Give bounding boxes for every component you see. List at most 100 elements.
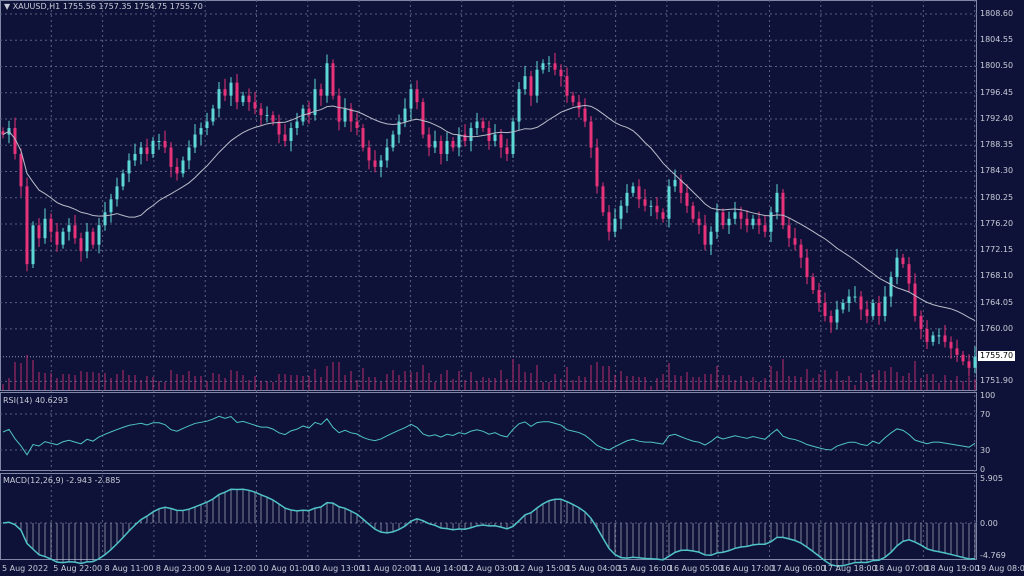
candle-body (949, 341, 953, 349)
candle-body (49, 218, 53, 232)
candle-body (271, 115, 275, 122)
candle-body (955, 348, 959, 355)
time-axis-label: 18 Aug 19:00 (925, 564, 980, 573)
time-axis-label: 8 Aug 11:00 (104, 564, 154, 573)
price-axis-label: 1804.55 (980, 35, 1014, 45)
candle-body (391, 134, 395, 148)
candle-body (307, 108, 311, 116)
price-axis-label: 1808.60 (980, 9, 1014, 18)
triangle-down-icon[interactable]: ▼ (4, 2, 11, 11)
candle-body (709, 231, 713, 245)
candle-body (667, 186, 671, 219)
rsi-level-label: 0 (980, 465, 986, 474)
time-axis-label: 19 Aug 08:00 (976, 564, 1024, 573)
macd-level-label: 5.905 (980, 474, 1003, 483)
candle-body (343, 108, 347, 122)
candle-body (571, 95, 575, 103)
candle-body (529, 76, 533, 96)
ohlc-close: 1755.70 (169, 2, 203, 11)
candle-body (649, 205, 653, 207)
candle-body (619, 205, 623, 219)
ohlc-high: 1757.35 (98, 2, 132, 11)
candle-body (565, 76, 569, 96)
candle-body (247, 95, 251, 103)
time-axis-label: 16 Aug 17:00 (720, 564, 775, 573)
candle-body (169, 147, 173, 167)
candle-body (829, 315, 833, 323)
candle-body (511, 121, 515, 154)
candle-body (595, 147, 599, 187)
candle-body (499, 134, 503, 148)
symbol-header: ▼ XAUUSD,H1 1755.56 1757.35 1754.75 1755… (4, 2, 203, 11)
candle-body (787, 225, 791, 239)
candle-body (481, 121, 485, 129)
candle-body (349, 108, 353, 122)
candle-body (187, 147, 191, 161)
candle-body (799, 244, 803, 258)
candle-body (277, 121, 281, 135)
candle-body (379, 160, 383, 167)
candle-body (517, 89, 521, 122)
candle-body (235, 82, 239, 103)
candle-body (691, 205, 695, 219)
candle-body (265, 115, 269, 117)
macd-signal-line (2, 488, 976, 567)
candle-body (757, 218, 761, 226)
candle-body (637, 186, 641, 200)
time-axis-label: 5 Aug 22:00 (53, 564, 103, 573)
candle-body (655, 205, 659, 213)
candle-body (931, 335, 935, 342)
macd-label: MACD(12,26,9) -2.943 -2.885 (3, 476, 121, 485)
price-axis-label: 1788.35 (980, 140, 1014, 150)
candle-body (703, 225, 707, 245)
candle-body (889, 277, 893, 297)
candle-body (727, 218, 731, 226)
candle-body (781, 192, 785, 226)
candle-body (883, 296, 887, 316)
candle-body (223, 89, 227, 96)
price-axis-label: 1780.25 (980, 192, 1014, 202)
candle-body (31, 225, 35, 265)
time-axis-label: 12 Aug 03:00 (463, 564, 518, 573)
candle-body (73, 225, 77, 239)
candle-body (661, 212, 665, 219)
candle-body (241, 95, 245, 103)
candle-body (205, 121, 209, 129)
time-axis-label: 15 Aug 16:00 (617, 564, 672, 573)
candle-body (439, 141, 443, 154)
candle-body (139, 147, 143, 154)
candle-body (319, 89, 323, 96)
candle-body (145, 147, 149, 154)
candle-body (127, 160, 131, 174)
candle-body (337, 95, 341, 122)
candle-body (229, 82, 233, 96)
candle-body (631, 186, 635, 193)
price-axis-label: 1772.15 (980, 245, 1014, 255)
candle-body (325, 63, 329, 96)
candle-body (577, 102, 581, 109)
candle-body (493, 134, 497, 142)
time-axis-label: 12 Aug 15:00 (515, 564, 569, 573)
candle-body (961, 354, 965, 362)
candle-body (181, 160, 185, 174)
candle-body (355, 121, 359, 129)
candle-body (877, 303, 881, 316)
candle-body (715, 212, 719, 232)
time-axis-label: 11 Aug 02:00 (361, 564, 416, 573)
candle-body (103, 212, 107, 226)
price-axis-label: 1764.05 (980, 297, 1014, 307)
candle-body (607, 212, 611, 232)
time-axis-label: 8 Aug 23:00 (155, 564, 205, 573)
current-price-label: 1755.70 (978, 351, 1016, 361)
candle-body (163, 141, 167, 148)
candle-body (685, 192, 689, 206)
price-axis-label: 1796.45 (980, 87, 1014, 97)
candle-body (403, 108, 407, 122)
candle-body (901, 257, 905, 265)
candle-body (583, 108, 587, 122)
candle-body (295, 121, 299, 129)
candle-body (13, 128, 17, 154)
price-axis-label: 1800.50 (980, 61, 1014, 71)
candle-body (193, 134, 197, 148)
